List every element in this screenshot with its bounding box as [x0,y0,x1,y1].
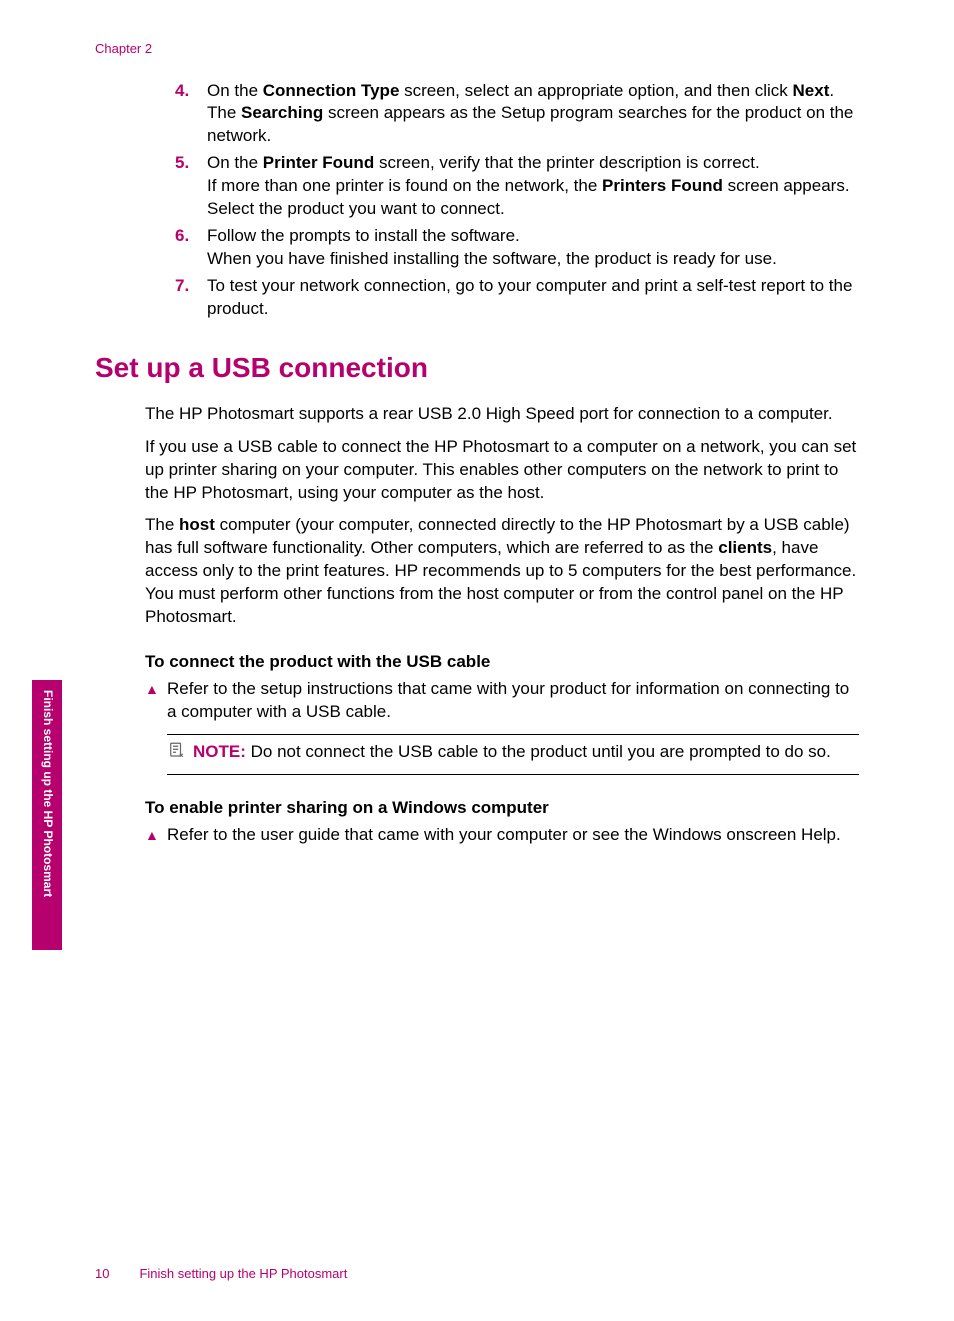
triangle-icon: ▲ [145,824,167,847]
paragraph: The host computer (your computer, connec… [145,514,859,629]
bold-text: clients [718,538,772,557]
bullet-item: ▲ Refer to the user guide that came with… [145,824,859,847]
bold-text: Printers Found [602,176,723,195]
bold-text: Searching [241,103,323,122]
bold-text: Printer Found [263,153,374,172]
ordered-list: 4. On the Connection Type screen, select… [175,80,859,321]
text: If more than one printer is found on the… [207,176,602,195]
step-line: On the Printer Found screen, verify that… [207,152,859,175]
step-6: 6. Follow the prompts to install the sof… [175,225,859,271]
text: Do not connect the USB cable to the prod… [246,742,831,761]
triangle-icon: ▲ [145,678,167,724]
step-number: 5. [175,152,207,221]
sub-heading: To connect the product with the USB cabl… [145,651,859,674]
note-icon [167,741,193,766]
note-row: NOTE: Do not connect the USB cable to th… [167,741,859,766]
section-heading: Set up a USB connection [95,349,859,387]
step-body: On the Connection Type screen, select an… [207,80,859,149]
paragraph: If you use a USB cable to connect the HP… [145,436,859,505]
step-body: On the Printer Found screen, verify that… [207,152,859,221]
side-tab: Finish setting up the HP Photosmart [32,680,62,950]
step-line: Follow the prompts to install the softwa… [207,225,859,248]
paragraph: The HP Photosmart supports a rear USB 2.… [145,403,859,426]
page-number: 10 [95,1266,109,1281]
page-footer: 10 Finish setting up the HP Photosmart [95,1265,347,1283]
note-box: NOTE: Do not connect the USB cable to th… [167,734,859,775]
step-body: Follow the prompts to install the softwa… [207,225,859,271]
step-line: When you have finished installing the so… [207,248,859,271]
text: On the [207,81,263,100]
text: The [145,515,179,534]
step-7: 7. To test your network connection, go t… [175,275,859,321]
sub-heading: To enable printer sharing on a Windows c… [145,797,859,820]
chapter-label: Chapter 2 [95,40,859,58]
step-4: 4. On the Connection Type screen, select… [175,80,859,149]
page: Chapter 2 4. On the Connection Type scre… [0,0,954,1321]
text: screen, select an appropriate option, an… [399,81,792,100]
note-label: NOTE: [193,742,246,761]
step-line: If more than one printer is found on the… [207,175,859,221]
step-body: To test your network connection, go to y… [207,275,859,321]
bullet-text: Refer to the user guide that came with y… [167,824,859,847]
note-text: NOTE: Do not connect the USB cable to th… [193,741,859,766]
step-number: 7. [175,275,207,321]
bullet-text: Refer to the setup instructions that cam… [167,678,859,724]
text: On the [207,153,263,172]
footer-text: Finish setting up the HP Photosmart [139,1266,347,1281]
bold-text: Next [793,81,830,100]
step-number: 6. [175,225,207,271]
bold-text: host [179,515,215,534]
step-5: 5. On the Printer Found screen, verify t… [175,152,859,221]
bold-text: Connection Type [263,81,400,100]
text: screen, verify that the printer descript… [374,153,760,172]
bullet-item: ▲ Refer to the setup instructions that c… [145,678,859,724]
step-number: 4. [175,80,207,149]
